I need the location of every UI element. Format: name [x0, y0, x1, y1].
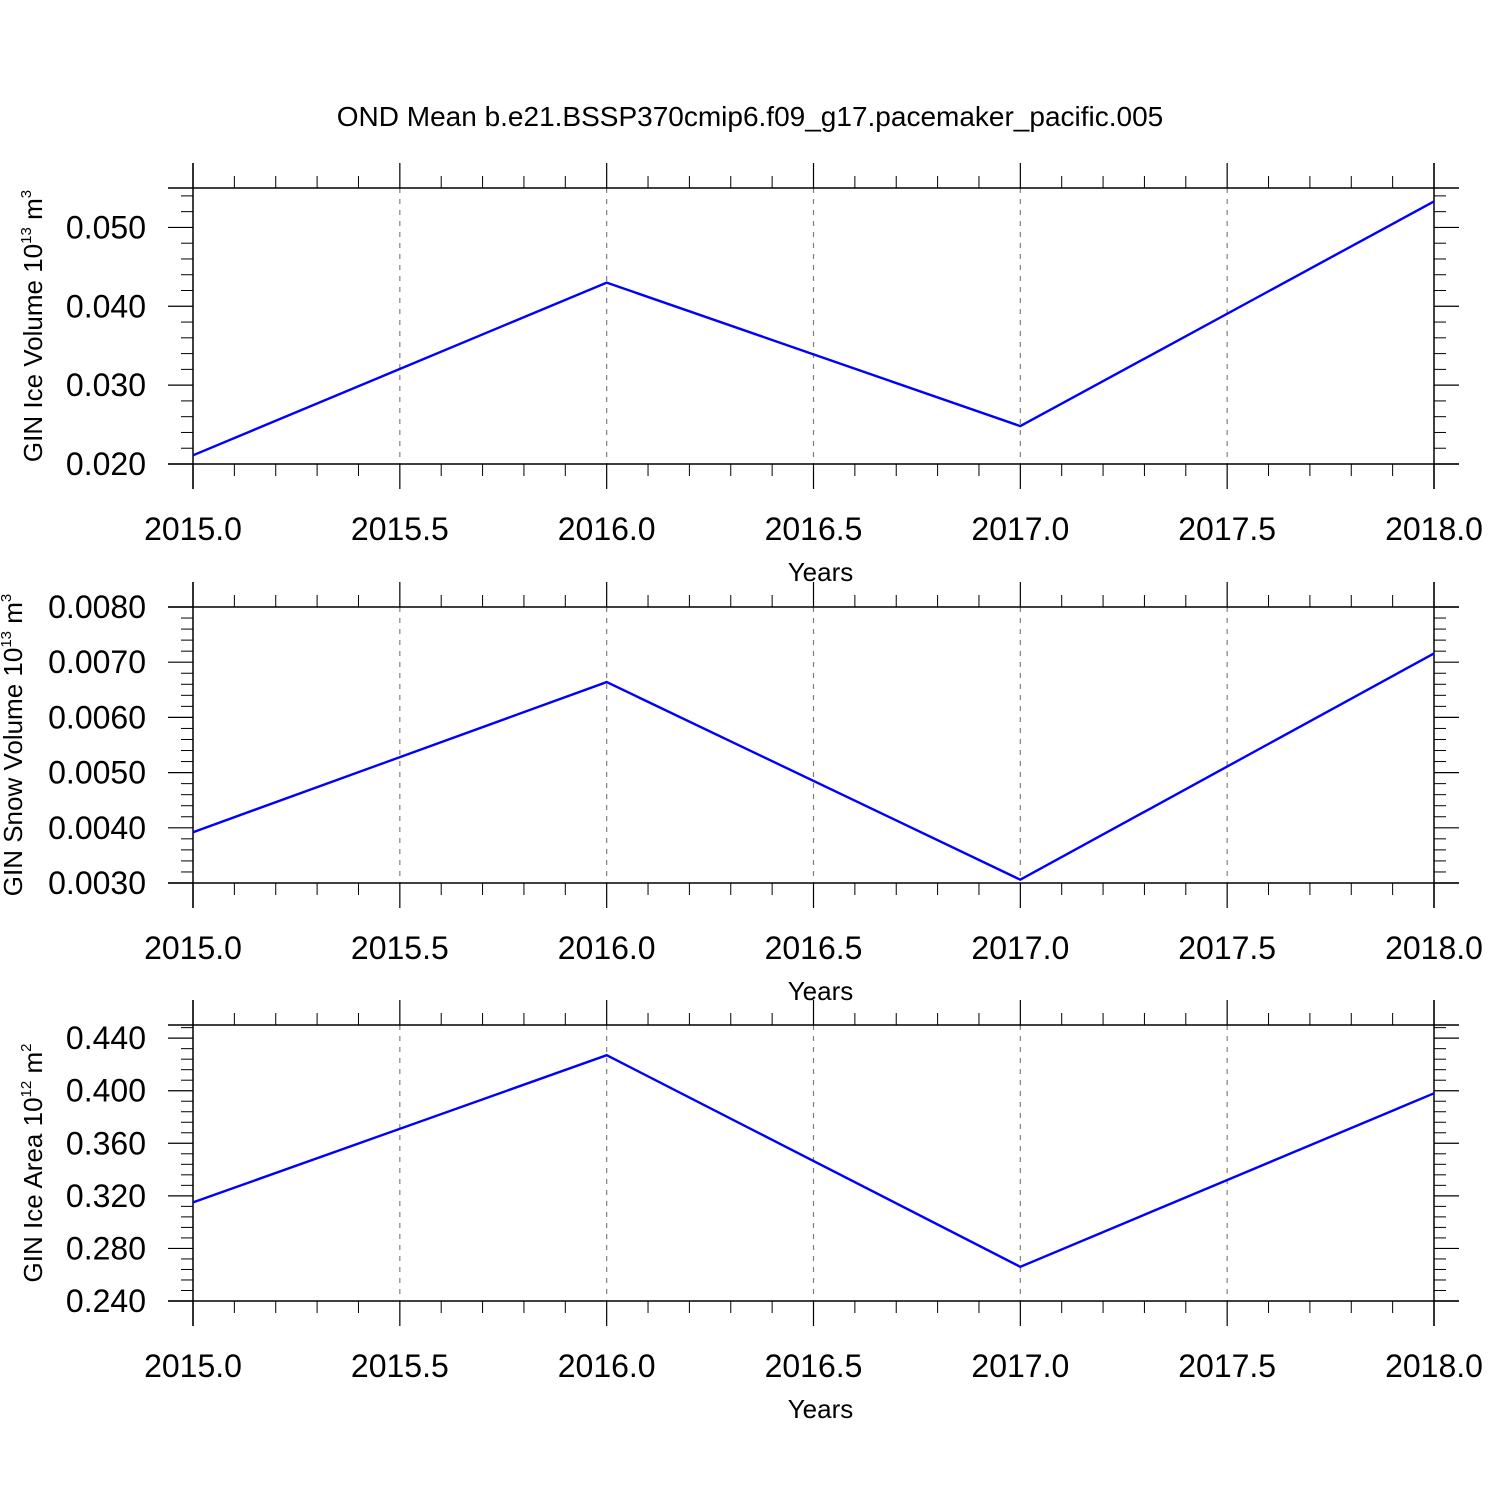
x-tick-label: 2016.0: [558, 511, 656, 547]
x-tick-label: 2016.0: [558, 1348, 656, 1384]
y-tick-label: 0.400: [66, 1073, 146, 1109]
y-axis-title: GIN Snow Volume 1013 m3: [0, 594, 28, 897]
x-tick-label: 2017.0: [971, 930, 1069, 966]
y-tick-label: 0.050: [66, 209, 146, 245]
y-tick-label: 0.0050: [48, 755, 146, 791]
y-tick-label: 0.280: [66, 1230, 146, 1266]
x-axis-title: Years: [788, 1394, 854, 1424]
x-tick-label: 2016.5: [765, 1348, 863, 1384]
x-tick-label: 2016.5: [765, 511, 863, 547]
x-axis-title: Years: [788, 976, 854, 1006]
y-axis-title: GIN Ice Volume 1013 m3: [18, 190, 48, 462]
panel-3: 2015.0 2015.5 2016.0 2016.5 2017.0 2017.5 2018…: [18, 1000, 1483, 1424]
series-line: [192, 1053, 1435, 1269]
y-tick-label: 0.440: [66, 1020, 146, 1056]
x-tick-label: 2017.5: [1178, 1348, 1276, 1384]
panel-1: 2015.0 2015.5 2016.0 2016.5 2017.0 2017.5 2018…: [18, 163, 1483, 587]
x-tick-label: 2018.0: [1385, 511, 1483, 547]
x-axis-title: Years: [788, 557, 854, 587]
series-line: [192, 200, 1435, 457]
y-tick-label: 0.030: [66, 367, 146, 403]
x-tick-label: 2018.0: [1385, 1348, 1483, 1384]
y-axis-title: GIN Ice Area 1012 m2: [18, 1044, 48, 1283]
y-tick-label: 0.0080: [48, 589, 146, 625]
x-tick-label: 2016.5: [765, 930, 863, 966]
y-tick-label: 0.240: [66, 1283, 146, 1319]
x-tick-label: 2015.0: [144, 930, 242, 966]
y-tick-label: 0.0040: [48, 810, 146, 846]
figure-title: OND Mean b.e21.BSSP370cmip6.f09_g17.pace…: [337, 101, 1164, 132]
y-tick-label: 0.040: [66, 288, 146, 324]
x-tick-label: 2017.5: [1178, 511, 1276, 547]
x-tick-label: 2017.0: [971, 511, 1069, 547]
y-tick-label: 0.360: [66, 1125, 146, 1161]
y-tick-label: 0.0070: [48, 644, 146, 680]
y-tick-label: 0.0060: [48, 699, 146, 735]
x-tick-label: 2015.0: [144, 1348, 242, 1384]
x-tick-label: 2016.0: [558, 930, 656, 966]
x-tick-label: 2015.5: [351, 1348, 449, 1384]
x-tick-label: 2015.5: [351, 930, 449, 966]
panel-2: 2015.0 2015.5 2016.0 2016.5 2017.0 2017.5 2018…: [0, 582, 1483, 1006]
y-tick-label: 0.020: [66, 446, 146, 482]
y-tick-label: 0.320: [66, 1178, 146, 1214]
x-tick-label: 2015.0: [144, 511, 242, 547]
x-tick-label: 2015.5: [351, 511, 449, 547]
x-tick-label: 2018.0: [1385, 930, 1483, 966]
x-tick-label: 2017.0: [971, 1348, 1069, 1384]
series-line: [192, 652, 1435, 882]
x-tick-label: 2017.5: [1178, 930, 1276, 966]
y-tick-label: 0.0030: [48, 865, 146, 901]
